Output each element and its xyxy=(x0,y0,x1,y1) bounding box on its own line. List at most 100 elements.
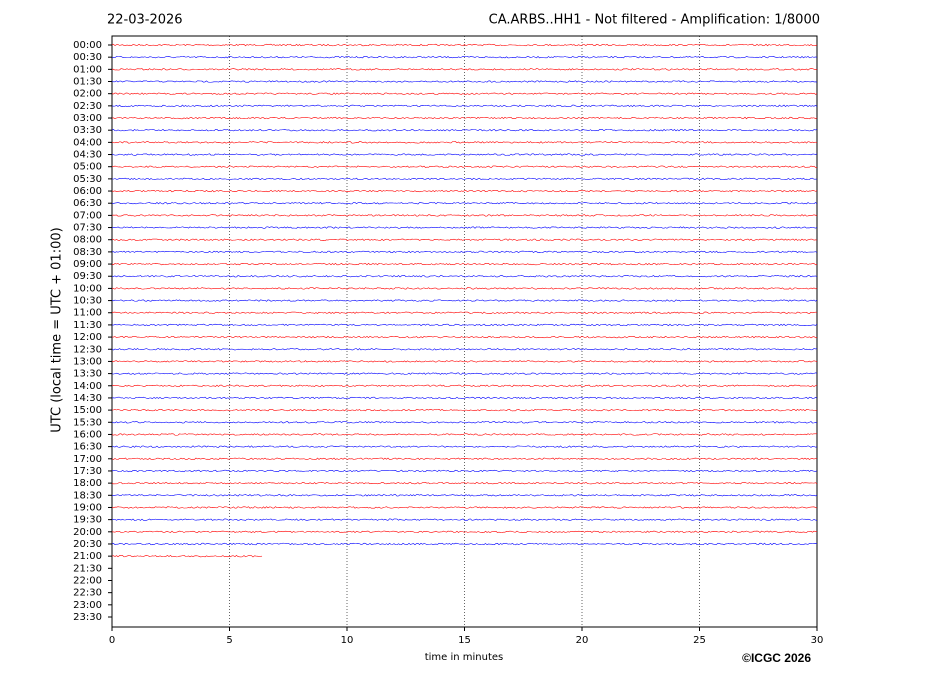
y-tick-label: 10:30 xyxy=(73,296,102,307)
y-tick-label: 09:00 xyxy=(73,259,102,270)
trace xyxy=(111,165,818,168)
trace xyxy=(111,311,818,314)
trace xyxy=(111,506,818,509)
y-tick-label: 09:30 xyxy=(73,271,102,282)
y-tick-label: 17:30 xyxy=(73,466,102,477)
trace xyxy=(111,92,818,95)
y-tick-label: 08:30 xyxy=(73,247,102,258)
trace xyxy=(111,129,818,132)
y-tick-label: 05:30 xyxy=(73,174,102,185)
y-tick-label: 07:00 xyxy=(73,210,102,221)
trace xyxy=(111,555,263,558)
y-tick-label: 07:30 xyxy=(73,223,102,234)
trace xyxy=(111,542,818,546)
trace xyxy=(111,348,818,351)
y-tick-label: 21:00 xyxy=(73,551,102,562)
trace xyxy=(111,396,818,400)
y-axis-label: UTC (local time = UTC + 01:00) xyxy=(50,227,65,432)
trace xyxy=(111,116,818,120)
x-tick-label: 30 xyxy=(811,635,824,646)
y-tick-label: 11:00 xyxy=(73,308,102,319)
x-tick-label: 15 xyxy=(458,635,471,646)
trace xyxy=(111,469,818,473)
y-tick-label: 17:00 xyxy=(73,454,102,465)
y-tick-label: 19:00 xyxy=(73,502,102,513)
y-tick-label: 05:00 xyxy=(73,162,102,173)
trace xyxy=(111,214,818,217)
trace xyxy=(111,494,818,497)
y-tick-label: 15:00 xyxy=(73,405,102,416)
trace xyxy=(111,433,818,436)
trace xyxy=(111,153,818,156)
y-tick-label: 04:30 xyxy=(73,150,102,161)
y-tick-label: 02:00 xyxy=(73,89,102,100)
y-tick-label: 02:30 xyxy=(73,101,102,112)
y-tick-label: 14:00 xyxy=(73,381,102,392)
trace xyxy=(111,55,818,59)
trace xyxy=(111,262,818,266)
y-tick-label: 22:30 xyxy=(73,588,102,599)
trace xyxy=(111,141,818,144)
y-tick-label: 11:30 xyxy=(73,320,102,331)
trace xyxy=(111,250,818,254)
trace xyxy=(111,481,818,485)
x-tick-label: 0 xyxy=(109,635,115,646)
y-tick-label: 00:30 xyxy=(73,52,102,63)
trace xyxy=(111,104,818,108)
plot-frame xyxy=(111,35,818,628)
x-tick-label: 20 xyxy=(576,635,589,646)
y-tick-label: 12:00 xyxy=(73,332,102,343)
y-tick-label: 18:00 xyxy=(73,478,102,489)
trace xyxy=(111,238,818,241)
x-tick-label: 25 xyxy=(693,635,706,646)
x-axis-label: time in minutes xyxy=(425,652,504,663)
y-tick-label: 22:00 xyxy=(73,575,102,586)
y-tick-label: 12:30 xyxy=(73,344,102,355)
y-tick-label: 13:30 xyxy=(73,369,102,380)
trace xyxy=(111,518,818,521)
trace xyxy=(111,445,818,448)
trace xyxy=(111,421,818,424)
y-tick-label: 21:30 xyxy=(73,563,102,574)
y-tick-label: 18:30 xyxy=(73,490,102,501)
y-tick-label: 16:30 xyxy=(73,442,102,453)
y-tick-label: 19:30 xyxy=(73,515,102,526)
y-tick-label: 14:30 xyxy=(73,393,102,404)
trace xyxy=(111,226,818,229)
trace xyxy=(111,43,818,47)
y-tick-label: 23:00 xyxy=(73,600,102,611)
trace xyxy=(111,189,818,193)
y-tick-label: 06:00 xyxy=(73,186,102,197)
trace xyxy=(111,80,818,83)
trace xyxy=(111,323,818,327)
trace xyxy=(111,202,818,205)
trace xyxy=(111,299,818,302)
trace xyxy=(111,457,818,460)
y-tick-label: 00:00 xyxy=(73,40,102,51)
y-tick-label: 01:30 xyxy=(73,77,102,88)
y-tick-label: 06:30 xyxy=(73,198,102,209)
trace xyxy=(111,287,818,290)
y-tick-label: 23:30 xyxy=(73,612,102,623)
trace xyxy=(111,275,818,278)
trace xyxy=(111,372,818,375)
y-tick-label: 03:00 xyxy=(73,113,102,124)
y-tick-label: 08:00 xyxy=(73,235,102,246)
y-tick-label: 16:00 xyxy=(73,429,102,440)
chart-date: 22-03-2026 xyxy=(107,13,183,28)
y-tick-label: 20:30 xyxy=(73,539,102,550)
trace xyxy=(111,177,818,181)
trace xyxy=(111,530,818,533)
y-tick-label: 20:00 xyxy=(73,527,102,538)
y-tick-label: 01:00 xyxy=(73,64,102,75)
copyright: ©ICGC 2026 xyxy=(742,651,811,665)
y-tick-label: 04:00 xyxy=(73,137,102,148)
trace xyxy=(111,360,818,363)
trace xyxy=(111,384,818,387)
chart-title: CA.ARBS..HH1 - Not filtered - Amplificat… xyxy=(489,13,820,28)
y-tick-label: 10:00 xyxy=(73,283,102,294)
y-tick-label: 13:00 xyxy=(73,356,102,367)
trace xyxy=(111,335,818,339)
x-tick-label: 10 xyxy=(341,635,354,646)
